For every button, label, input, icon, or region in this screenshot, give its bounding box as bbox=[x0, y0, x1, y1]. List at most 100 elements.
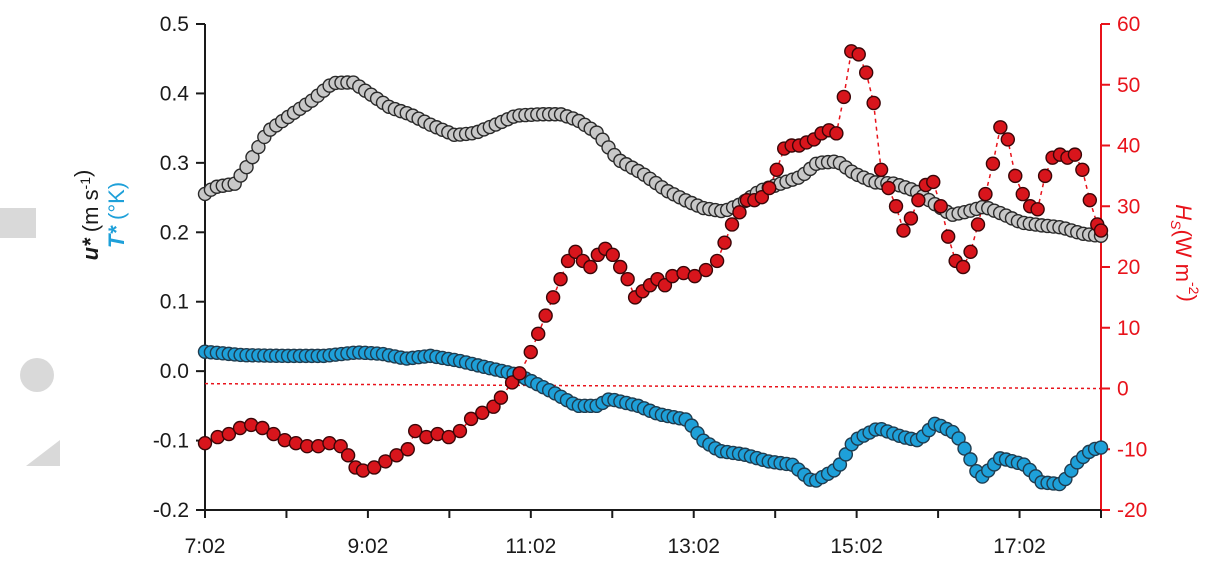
left-y-tick-label: 0.2 bbox=[160, 221, 189, 244]
right-y-tick-label: -20 bbox=[1117, 499, 1147, 522]
point-hs bbox=[836, 89, 852, 105]
right-y-axis-title: HS(W m-2) bbox=[1168, 204, 1202, 302]
point-hs bbox=[560, 253, 576, 269]
point-hs bbox=[866, 95, 881, 111]
point-hs bbox=[717, 235, 732, 250]
point-hs bbox=[545, 290, 561, 305]
axis-title-part: ) bbox=[1176, 294, 1201, 301]
point-hs bbox=[475, 405, 490, 420]
point-hs bbox=[926, 174, 941, 190]
decorative-gray-bar bbox=[0, 208, 36, 238]
point-hs bbox=[687, 268, 702, 284]
point-hs bbox=[1093, 223, 1109, 238]
point-hs bbox=[504, 375, 520, 390]
point-hs bbox=[769, 162, 784, 178]
point-hs bbox=[605, 247, 620, 263]
point-hs bbox=[1000, 132, 1016, 147]
x-tick-label: 17:02 bbox=[993, 535, 1046, 558]
point-hs bbox=[911, 192, 926, 208]
point-hs bbox=[378, 454, 393, 469]
right-y-tick-label: 40 bbox=[1117, 135, 1140, 158]
point-hs bbox=[538, 308, 553, 323]
right-y-tick-label: 50 bbox=[1117, 74, 1140, 97]
point-hs bbox=[512, 366, 527, 381]
right-y-tick-label: 60 bbox=[1117, 13, 1140, 36]
x-tick-label: 13:02 bbox=[667, 535, 720, 558]
point-hs bbox=[197, 435, 213, 451]
point-hs bbox=[985, 156, 1001, 171]
point-hs bbox=[993, 120, 1008, 135]
point-hs bbox=[583, 259, 598, 275]
point-hs bbox=[613, 259, 628, 275]
point-hs bbox=[1015, 186, 1030, 202]
point-hs bbox=[873, 162, 889, 178]
point-hs bbox=[881, 180, 896, 196]
point-hs bbox=[523, 344, 538, 360]
point-hs bbox=[896, 223, 911, 238]
point-hs bbox=[888, 199, 904, 214]
left-y-axis-title: u* (m s-1)T* (°K) bbox=[70, 170, 129, 261]
point-hs bbox=[255, 420, 270, 436]
decorative-gray-wedge bbox=[26, 440, 60, 466]
axis-title-part: (W m bbox=[1171, 229, 1196, 282]
axis-title-part: S bbox=[1168, 220, 1184, 230]
point-hs bbox=[553, 271, 568, 287]
left-y-tick-label: 0.0 bbox=[160, 360, 189, 383]
point-hs bbox=[221, 426, 237, 442]
right-y-tick-label: -10 bbox=[1117, 438, 1147, 461]
point-hs bbox=[698, 262, 714, 278]
x-tick-label: 15:02 bbox=[830, 535, 883, 558]
left-y-ticks: -0.2 -0.1 0.0 0.1 0.2 0.3 0.4 0.5 bbox=[153, 13, 205, 522]
left-y-tick-label: 0.1 bbox=[160, 291, 189, 314]
point-hs bbox=[933, 199, 948, 214]
point-hs bbox=[452, 423, 468, 439]
series-points bbox=[197, 44, 1109, 492]
axis-title-part: (°K) bbox=[104, 182, 129, 226]
axis-title-part: -2 bbox=[1186, 282, 1202, 295]
point-hs bbox=[762, 180, 777, 196]
point-hs bbox=[709, 253, 725, 269]
point-hs bbox=[955, 259, 971, 275]
point-hs bbox=[620, 271, 635, 287]
point-hs bbox=[1030, 202, 1045, 217]
point-hs bbox=[851, 47, 866, 62]
point-t-star bbox=[957, 441, 972, 456]
x-tick-label: 11:02 bbox=[505, 535, 556, 558]
left-y-tick-label: 0.3 bbox=[160, 152, 189, 175]
point-hs bbox=[940, 229, 956, 244]
right-y-tick-label: 0 bbox=[1117, 378, 1129, 401]
point-hs bbox=[266, 426, 281, 442]
point-hs bbox=[408, 423, 423, 439]
point-hs bbox=[340, 448, 356, 463]
decorative-gray-circle bbox=[20, 358, 54, 392]
right-y-tick-label: 30 bbox=[1117, 195, 1140, 218]
axis-title-part: (m s bbox=[78, 189, 103, 238]
axis-title-part: u* bbox=[78, 237, 103, 260]
right-y-tick-label: 20 bbox=[1117, 256, 1140, 279]
point-hs bbox=[1082, 192, 1098, 208]
point-hs bbox=[463, 411, 479, 427]
point-hs bbox=[829, 126, 844, 141]
point-hs bbox=[333, 439, 348, 454]
axis-title-part: H bbox=[1171, 204, 1196, 220]
left-y-tick-label: 0.4 bbox=[160, 82, 190, 105]
point-hs bbox=[1067, 147, 1083, 162]
axis-title-sup: -1 bbox=[77, 177, 93, 190]
point-hs bbox=[970, 217, 986, 232]
point-hs bbox=[389, 448, 404, 463]
point-hs bbox=[724, 217, 740, 232]
point-t-star bbox=[963, 452, 978, 467]
left-y-axis-title-t: T* (°K) bbox=[104, 182, 129, 248]
point-hs bbox=[1008, 168, 1023, 184]
point-hs bbox=[486, 399, 501, 414]
x-tick-label: 7:02 bbox=[185, 535, 226, 558]
left-y-axis-title-u: u* (m s-1) bbox=[70, 170, 103, 261]
right-y-axis-title: HS(W m-2) bbox=[1168, 204, 1202, 302]
axis-title-part: T* bbox=[104, 225, 129, 248]
point-hs bbox=[441, 429, 456, 445]
point-hs bbox=[978, 186, 993, 202]
left-y-tick-label: -0.2 bbox=[153, 499, 189, 522]
point-hs bbox=[531, 326, 546, 342]
point-hs bbox=[1075, 162, 1090, 178]
